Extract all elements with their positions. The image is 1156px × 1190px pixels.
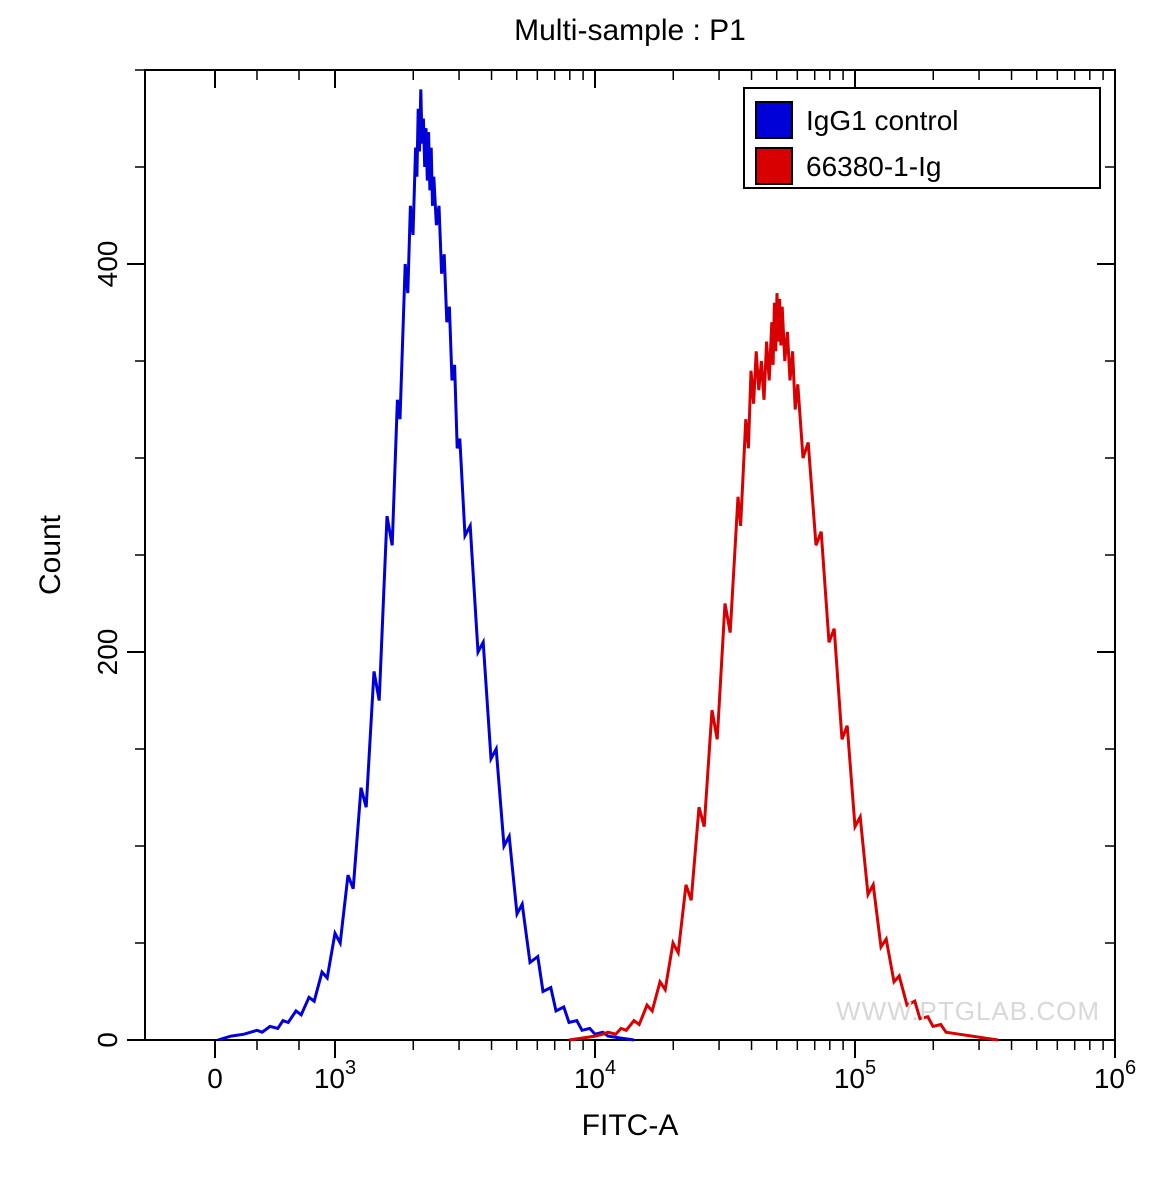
legend-swatch-0 [756,102,792,138]
x-axis-label: FITC-A [582,1109,679,1142]
svg-text:0: 0 [92,1032,123,1048]
svg-text:104: 104 [574,1057,616,1094]
svg-text:0: 0 [207,1063,223,1094]
legend-swatch-1 [756,148,792,184]
svg-text:400: 400 [92,241,123,288]
histogram-series-1 [569,293,998,1040]
y-axis-tick-labels: 0 200 400 [92,241,123,1048]
legend-label-0: IgG1 control [806,105,959,136]
plot-border [145,70,1115,1040]
chart-container: Multi-sample : P1 0103104105106 0200400 … [0,0,1156,1190]
svg-text:105: 105 [834,1057,876,1094]
watermark-text: WWW.PTGLAB.COM [836,996,1100,1026]
histogram-series [218,89,998,1040]
svg-text:200: 200 [92,629,123,676]
x-axis-tick-labels: 0 103 104 105 106 [207,1057,1136,1094]
x-axis-ticks [215,70,1115,1058]
svg-text:106: 106 [1094,1057,1136,1094]
chart-title: Multi-sample : P1 [514,14,746,47]
y-axis-ticks [127,70,1115,1040]
histogram-series-0 [218,89,634,1040]
legend: IgG1 control 66380-1-Ig [744,88,1100,188]
svg-text:103: 103 [314,1057,356,1094]
y-axis-label: Count [34,514,67,595]
flow-cytometry-chart: Multi-sample : P1 0103104105106 0200400 … [0,0,1156,1190]
legend-label-1: 66380-1-Ig [806,151,941,182]
